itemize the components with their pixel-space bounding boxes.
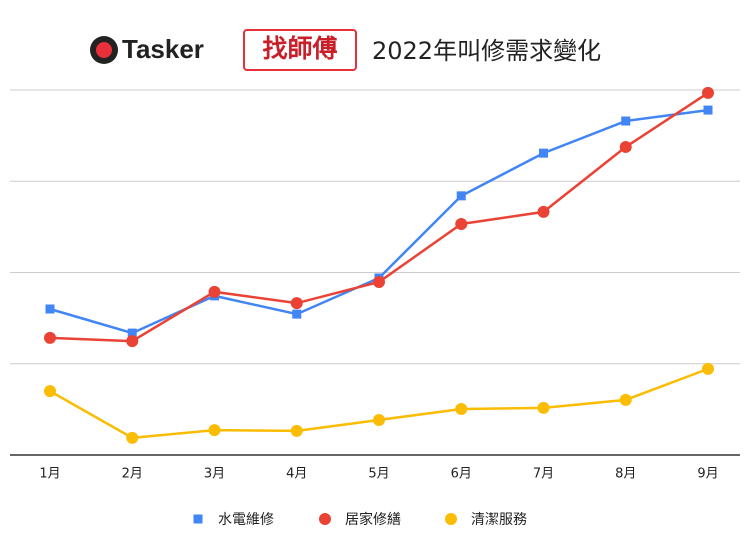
legend-marker <box>319 513 331 525</box>
legend-marker <box>445 513 457 525</box>
x-tick-label: 1月 <box>39 467 60 482</box>
point <box>208 424 221 437</box>
point <box>537 205 550 218</box>
legend-label: 水電維修 <box>218 512 274 528</box>
x-tick-label: 9月 <box>697 467 718 482</box>
point <box>702 86 714 99</box>
series-line <box>49 367 709 440</box>
point <box>537 401 550 414</box>
point <box>44 385 56 398</box>
x-tick-label: 2月 <box>122 467 143 482</box>
logo-icon-center <box>96 42 112 58</box>
logo: Tasker 找師傅 <box>90 29 357 71</box>
series-line <box>49 91 709 343</box>
point <box>126 431 139 444</box>
x-tick-label: 7月 <box>533 467 554 482</box>
point <box>127 328 137 338</box>
x-tick-label: 8月 <box>615 467 636 482</box>
point <box>290 297 303 310</box>
logo-frame <box>243 29 357 71</box>
legend-label: 清潔服務 <box>471 512 527 528</box>
legend-label: 居家修繕 <box>345 511 401 528</box>
legend-marker <box>193 514 203 524</box>
point <box>455 217 468 230</box>
point <box>619 393 632 406</box>
point <box>126 335 139 348</box>
point <box>621 116 631 126</box>
x-tick-label: 5月 <box>368 467 389 482</box>
point <box>373 275 385 288</box>
logo-partner: 找師傅 <box>262 34 337 63</box>
logo-brand: Tasker <box>122 34 204 64</box>
point <box>290 424 303 437</box>
point <box>456 191 466 201</box>
point <box>539 148 548 158</box>
point <box>373 413 385 426</box>
point <box>455 403 468 416</box>
x-tick-label: 3月 <box>204 467 225 482</box>
series-line <box>49 108 709 335</box>
chart-title: 2022年叫修需求變化 <box>372 37 601 65</box>
point <box>208 285 221 298</box>
point <box>44 331 56 344</box>
point <box>703 105 713 115</box>
point <box>619 140 632 153</box>
x-tick-label: 4月 <box>286 467 307 482</box>
x-tick-label: 6月 <box>451 467 472 482</box>
point <box>292 309 302 319</box>
point <box>702 362 714 375</box>
point <box>45 304 55 314</box>
